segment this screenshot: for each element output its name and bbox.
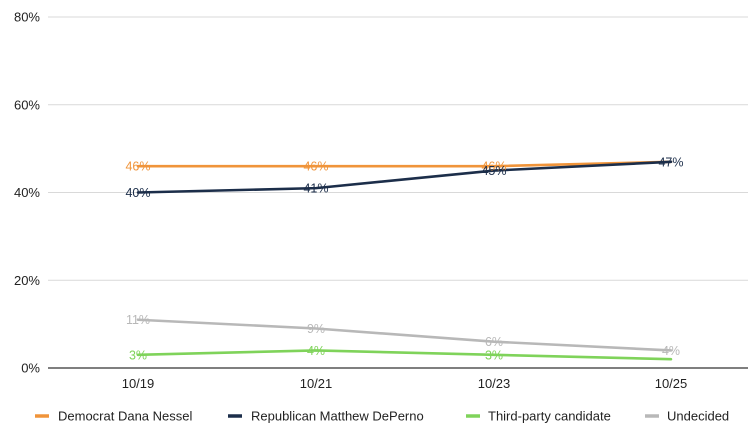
y-tick-label: 40% bbox=[14, 185, 40, 200]
legend-item: Undecided bbox=[645, 409, 729, 424]
series-lines bbox=[136, 160, 673, 361]
x-tick-label: 10/23 bbox=[478, 376, 511, 391]
data-label: 4% bbox=[307, 344, 325, 358]
data-label: 11% bbox=[126, 313, 150, 327]
series-line-2 bbox=[136, 349, 673, 361]
y-tick-label: 0% bbox=[21, 361, 40, 376]
x-tick-label: 10/25 bbox=[655, 376, 688, 391]
y-tick-label: 80% bbox=[14, 10, 40, 25]
series-line-3 bbox=[136, 318, 673, 352]
x-tick-label: 10/19 bbox=[122, 376, 155, 391]
data-label: 6% bbox=[485, 335, 503, 349]
legend-label: Democrat Dana Nessel bbox=[58, 409, 192, 424]
data-label: 9% bbox=[307, 322, 325, 336]
data-label: 47% bbox=[658, 155, 683, 169]
data-label: 45% bbox=[481, 164, 506, 178]
legend-item: Third-party candidate bbox=[466, 409, 611, 424]
legend: Democrat Dana Nessel Republican Matthew D… bbox=[35, 409, 729, 424]
data-label: 46% bbox=[481, 160, 506, 174]
y-tick-label: 60% bbox=[14, 97, 40, 112]
y-axis: 0% 20% 40% 60% 80% bbox=[14, 10, 40, 376]
data-label: 3% bbox=[129, 348, 147, 362]
data-label: 46% bbox=[125, 160, 150, 174]
data-label: 40% bbox=[125, 186, 150, 200]
legend-label: Republican Matthew DePerno bbox=[251, 409, 424, 424]
y-tick-label: 20% bbox=[14, 273, 40, 288]
series-line-1 bbox=[136, 160, 673, 194]
x-axis: 10/19 10/21 10/23 10/25 bbox=[122, 376, 688, 391]
legend-label: Third-party candidate bbox=[488, 409, 611, 424]
series-line-0 bbox=[136, 160, 673, 168]
legend-label: Undecided bbox=[667, 409, 729, 424]
legend-item: Republican Matthew DePerno bbox=[228, 409, 424, 424]
legend-item: Democrat Dana Nessel bbox=[35, 409, 192, 424]
data-label: 46% bbox=[303, 160, 328, 174]
data-label: 4% bbox=[662, 344, 680, 358]
data-label: 41% bbox=[303, 182, 328, 196]
x-tick-label: 10/21 bbox=[300, 376, 333, 391]
data-label: 3% bbox=[485, 348, 503, 362]
data-labels: 46% 46% 46% 40% 41% 45% 47% 3% 4% 3% 11% 9% 6% 4% bbox=[125, 155, 683, 362]
